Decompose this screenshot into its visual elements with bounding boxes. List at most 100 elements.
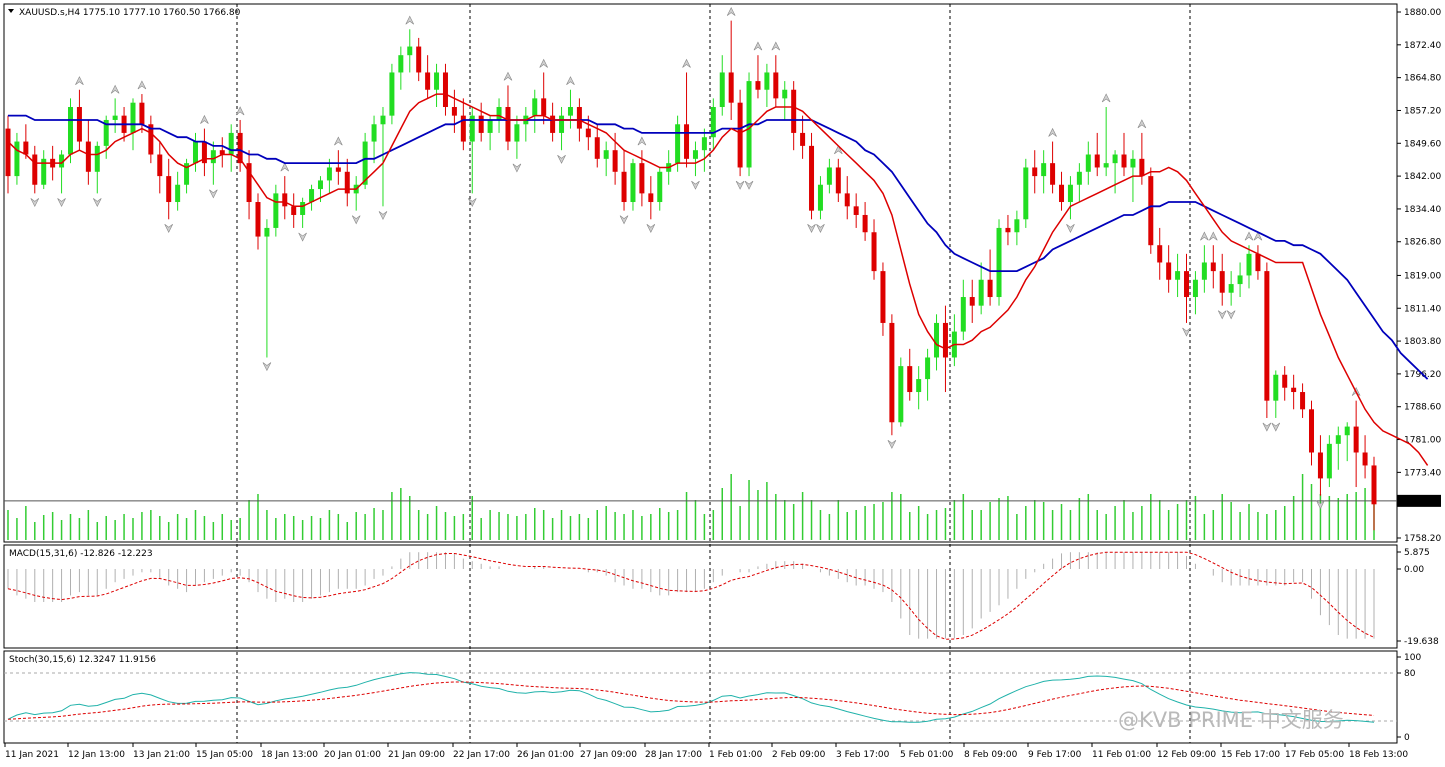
candle-body bbox=[59, 154, 65, 168]
candle-body bbox=[228, 132, 234, 155]
candle-body bbox=[764, 72, 770, 90]
fractal-down-arrow bbox=[512, 163, 522, 173]
macd-tick-label: 5.875 bbox=[1404, 548, 1430, 558]
fractal-up-arrow bbox=[405, 15, 415, 25]
price-tick-label: 1872.40 bbox=[1404, 41, 1441, 51]
candle-body bbox=[692, 150, 698, 159]
time-axis-label: 8 Feb 09:00 bbox=[964, 750, 1018, 760]
candle-body bbox=[1237, 275, 1243, 285]
candle-body bbox=[532, 98, 538, 116]
candle-body bbox=[505, 107, 511, 142]
candle-body bbox=[255, 202, 261, 237]
candle-body bbox=[76, 107, 82, 142]
candle-body bbox=[1157, 245, 1163, 263]
candle-body bbox=[1246, 253, 1252, 276]
candle-body bbox=[541, 98, 547, 116]
time-axis-label: 18 Jan 13:00 bbox=[261, 750, 318, 760]
price-tick-label: 1857.20 bbox=[1404, 106, 1441, 116]
price-tick-label: 1811.40 bbox=[1404, 304, 1441, 314]
candle-body bbox=[192, 141, 198, 164]
price-tick-label: 1826.80 bbox=[1404, 238, 1441, 248]
candle-body bbox=[576, 107, 582, 129]
candle-body bbox=[1112, 154, 1118, 164]
fractal-down-arrow bbox=[1271, 422, 1281, 432]
candle-body bbox=[1317, 452, 1323, 479]
candle-body bbox=[1300, 392, 1306, 410]
candle-body bbox=[469, 115, 475, 142]
time-axis-label: 9 Feb 17:00 bbox=[1028, 750, 1082, 760]
candle-body bbox=[809, 145, 815, 211]
candle-body bbox=[844, 193, 850, 207]
fractal-up-arrow bbox=[726, 6, 736, 16]
candle-body bbox=[157, 154, 163, 177]
slow-moving-average bbox=[8, 114, 1429, 380]
candle-body bbox=[621, 171, 627, 203]
candle-body bbox=[344, 171, 350, 194]
candle-body bbox=[1201, 262, 1207, 280]
candle-body bbox=[246, 163, 252, 203]
macd-tick-label: 0.00 bbox=[1404, 565, 1424, 575]
fractal-up-arrow bbox=[1137, 119, 1147, 129]
candle-body bbox=[1094, 154, 1100, 168]
candle-body bbox=[219, 150, 225, 155]
candle-body bbox=[907, 366, 913, 393]
candle-body bbox=[94, 145, 100, 172]
candle-body bbox=[300, 202, 306, 215]
fractal-down-arrow bbox=[378, 211, 388, 221]
candle-body bbox=[139, 102, 145, 125]
candle-body bbox=[960, 297, 966, 332]
candle-body bbox=[1184, 271, 1190, 298]
candle-body bbox=[451, 107, 457, 116]
price-tick-label: 1864.80 bbox=[1404, 74, 1441, 84]
fractal-up-arrow bbox=[110, 84, 120, 94]
candle-body bbox=[291, 206, 297, 215]
price-tick-label: 1758.20 bbox=[1404, 534, 1441, 544]
fractal-down-arrow bbox=[1316, 500, 1325, 510]
candle-body bbox=[1219, 271, 1225, 293]
fractal-down-arrow bbox=[209, 189, 218, 199]
candle-body bbox=[335, 167, 341, 172]
candle-body bbox=[791, 89, 797, 133]
candle-body bbox=[871, 232, 877, 272]
candle-body bbox=[1059, 184, 1065, 203]
candle-body bbox=[407, 46, 413, 56]
candle-body bbox=[362, 141, 368, 185]
fractal-down-arrow bbox=[1262, 422, 1272, 432]
candle-body bbox=[425, 72, 431, 90]
candle-body bbox=[148, 124, 154, 155]
candle-body bbox=[1014, 219, 1020, 233]
candle-body bbox=[309, 189, 315, 203]
candle-body bbox=[478, 115, 484, 133]
candle-body bbox=[67, 107, 73, 155]
candle-body bbox=[755, 81, 761, 90]
watermark: @KVB PRIME 中文服务 bbox=[1118, 708, 1344, 732]
candle-body bbox=[853, 206, 859, 215]
candle-body bbox=[585, 128, 591, 138]
candle-body bbox=[889, 322, 895, 423]
candle-body bbox=[487, 119, 493, 133]
candle-body bbox=[898, 366, 904, 423]
fractal-up-arrow bbox=[1200, 231, 1209, 241]
candle-body bbox=[1067, 184, 1073, 203]
candle-body bbox=[112, 115, 118, 120]
candle-body bbox=[612, 150, 618, 172]
fractal-down-arrow bbox=[646, 224, 656, 233]
fractal-down-arrow bbox=[164, 224, 173, 233]
stoch-title: Stoch(30,15,6) 12.3247 11.9156 bbox=[9, 655, 156, 665]
candle-body bbox=[1148, 176, 1154, 246]
fractal-down-arrow bbox=[619, 215, 629, 225]
candle-body bbox=[1023, 167, 1029, 220]
time-axis-label: 26 Jan 01:00 bbox=[517, 750, 574, 760]
candle-body bbox=[14, 141, 20, 177]
fractal-down-arrow bbox=[887, 439, 897, 449]
candle-body bbox=[210, 150, 216, 164]
stoch-signal-line bbox=[7, 681, 1375, 720]
candle-body bbox=[380, 115, 386, 125]
candle-body bbox=[657, 171, 663, 203]
candle-body bbox=[550, 115, 556, 133]
candle-body bbox=[317, 180, 323, 190]
candle-body bbox=[416, 46, 422, 73]
candle-body bbox=[701, 137, 707, 151]
fractal-down-arrow bbox=[351, 215, 361, 225]
